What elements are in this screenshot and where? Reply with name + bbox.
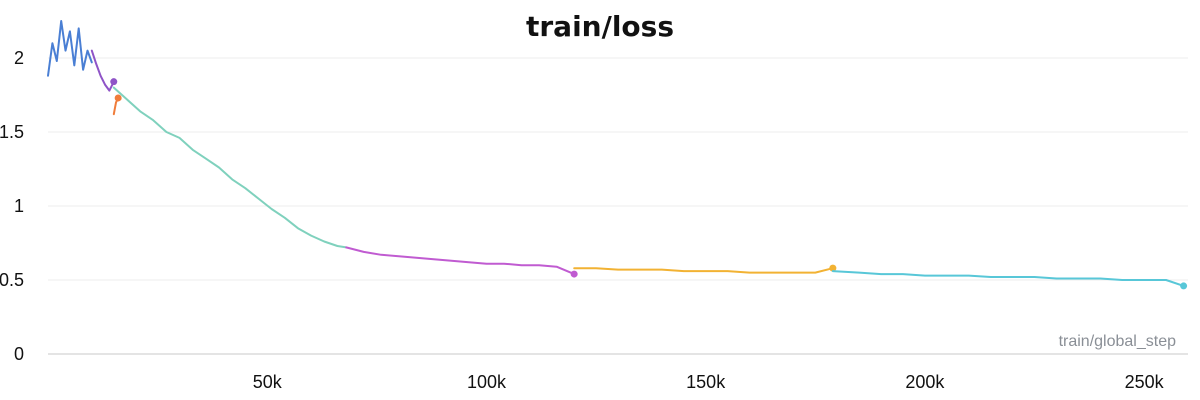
y-tick-label: 0.5: [0, 270, 24, 290]
series-end-marker: [110, 78, 118, 86]
series-line: [90, 49, 115, 92]
series-line: [831, 270, 1185, 287]
y-tick-label: 1: [14, 196, 24, 216]
series-end-marker: [1180, 282, 1188, 290]
series-line: [47, 20, 93, 77]
series-line: [112, 86, 348, 249]
y-tick-label: 2: [14, 48, 24, 68]
x-tick-label: 250k: [1125, 372, 1165, 392]
chart-title: train/loss: [526, 10, 674, 43]
x-tick-label: 150k: [686, 372, 726, 392]
y-tick-label: 1.5: [0, 122, 24, 142]
y-tick-label: 0: [14, 344, 24, 364]
x-tick-label: 100k: [467, 372, 507, 392]
grid-layer: [48, 57, 1188, 281]
y-axis-ticks: 0 0.5 1 1.5 2: [0, 48, 24, 364]
x-tick-label: 200k: [905, 372, 945, 392]
series-line: [345, 246, 576, 276]
series-end-marker: [829, 264, 837, 272]
series-end-marker: [570, 270, 578, 278]
x-axis-label: train/global_step: [1059, 333, 1177, 350]
series-line: [573, 267, 834, 274]
series-end-marker: [114, 94, 122, 102]
x-axis-ticks: 50k 100k 150k 200k 250k: [253, 372, 1165, 392]
series-layer: [47, 20, 1188, 290]
x-tick-label: 50k: [253, 372, 283, 392]
